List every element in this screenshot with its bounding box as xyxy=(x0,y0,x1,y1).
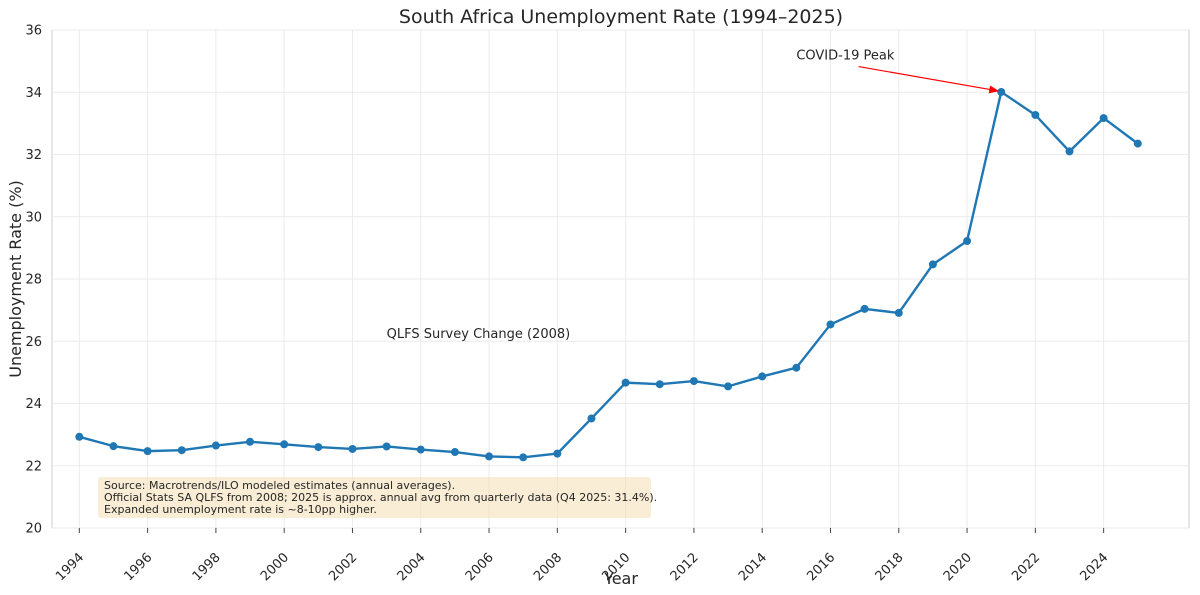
x-tick-label: 2016 xyxy=(804,550,838,584)
data-point xyxy=(758,372,767,381)
x-tick-label: 2022 xyxy=(1009,550,1043,584)
data-point xyxy=(450,448,459,457)
data-point xyxy=(587,414,596,423)
y-tick-label: 32 xyxy=(25,148,42,163)
data-point xyxy=(177,446,186,455)
x-tick-label: 1996 xyxy=(121,550,155,584)
data-point xyxy=(109,442,118,451)
chart-title: South Africa Unemployment Rate (1994–202… xyxy=(399,6,843,28)
data-point xyxy=(860,304,869,313)
y-tick-label: 22 xyxy=(25,459,42,474)
y-tick-label: 36 xyxy=(25,24,42,39)
x-tick-label: 2024 xyxy=(1077,550,1111,584)
y-axis-ticks: 20 22 24 26 28 30 32 34 36 xyxy=(25,24,42,537)
grid-lines xyxy=(52,29,1189,529)
data-point xyxy=(1065,147,1074,156)
source-note-line: Expanded unemployment rate is ~8-10pp hi… xyxy=(104,503,377,516)
data-point xyxy=(1099,114,1108,123)
x-tick-label: 2004 xyxy=(395,550,429,584)
data-point xyxy=(963,237,972,246)
data-point xyxy=(348,444,357,453)
data-point xyxy=(75,432,84,441)
annotation-label: COVID-19 Peak xyxy=(796,49,895,64)
data-point xyxy=(621,378,630,387)
x-tick-label: 2006 xyxy=(463,550,497,584)
x-tick-label: 2014 xyxy=(736,550,770,584)
data-point xyxy=(1133,139,1142,148)
data-point xyxy=(826,320,835,329)
x-tick-label: 1994 xyxy=(53,550,87,584)
source-note-line: Official Stats SA QLFS from 2008; 2025 i… xyxy=(104,491,657,504)
y-tick-label: 28 xyxy=(25,273,42,288)
series-layer xyxy=(75,87,1142,462)
series-line xyxy=(78,90,1139,459)
x-tick-label: 2002 xyxy=(326,550,360,584)
y-tick-label: 26 xyxy=(25,335,42,350)
data-point xyxy=(689,377,698,386)
source-note-line: Source: Macrotrends/ILO modeled estimate… xyxy=(104,479,455,492)
y-tick-label: 34 xyxy=(25,86,42,101)
y-axis-title: Unemployment Rate (%) xyxy=(6,180,25,378)
data-point xyxy=(143,447,152,456)
x-axis-title: Year xyxy=(603,569,638,588)
data-point xyxy=(1031,110,1040,119)
source-note: Source: Macrotrends/ILO modeled estimate… xyxy=(98,477,657,518)
data-point xyxy=(997,87,1006,96)
data-point xyxy=(314,443,323,452)
data-point xyxy=(894,308,903,317)
data-point xyxy=(519,453,528,462)
data-point xyxy=(553,449,562,458)
y-tick-label: 24 xyxy=(25,397,42,412)
annotation-label: QLFS Survey Change (2008) xyxy=(387,327,571,342)
data-point xyxy=(211,441,220,450)
annotation-arrow xyxy=(858,65,1000,94)
x-tick-label: 2018 xyxy=(873,550,907,584)
data-point xyxy=(382,442,391,451)
data-point xyxy=(724,382,733,391)
x-axis-ticks: 1994 1996 1998 2000 2002 2004 2006 2008 2010 2012… xyxy=(53,528,1111,584)
data-point xyxy=(655,380,664,389)
x-tick-label: 2000 xyxy=(258,550,292,584)
x-tick-label: 2012 xyxy=(668,550,702,584)
source-note-box xyxy=(98,477,651,518)
data-point xyxy=(485,452,494,461)
x-tick-label: 2020 xyxy=(941,550,975,584)
data-point xyxy=(280,440,289,449)
data-point xyxy=(416,445,425,454)
data-point xyxy=(246,437,255,446)
x-tick-label: 1998 xyxy=(190,550,224,584)
x-tick-label: 2008 xyxy=(531,550,565,584)
annotations: COVID-19 Peak QLFS Survey Change (2008) xyxy=(387,49,1000,342)
y-tick-label: 20 xyxy=(25,522,42,537)
data-point xyxy=(928,260,937,269)
y-tick-label: 30 xyxy=(25,210,42,225)
data-point xyxy=(792,363,801,372)
